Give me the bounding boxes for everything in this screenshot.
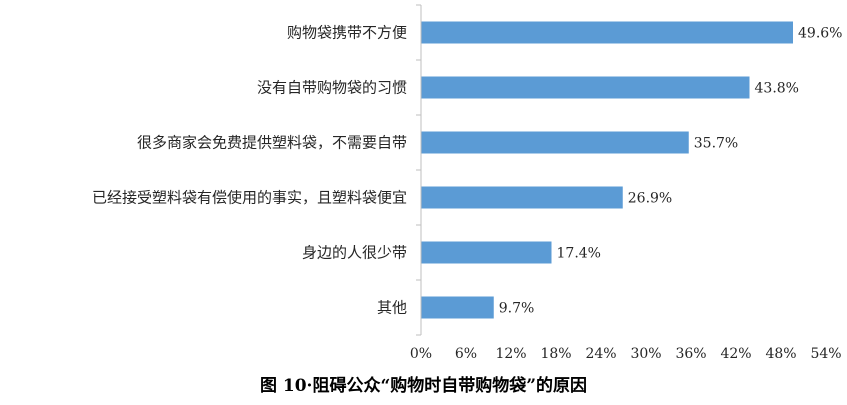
bar [421,21,793,44]
bar [421,296,494,319]
axes [416,4,422,336]
bar [421,186,623,209]
bar [421,131,689,154]
category-label: 身边的人很少带 [302,244,407,262]
x-tick-label: 12% [495,346,526,362]
x-tick-label: 30% [630,346,661,362]
x-tick-label: 36% [675,346,706,362]
category-label: 已经接受塑料袋有偿使用的事实，且塑料袋便宜 [92,189,407,207]
category-label: 购物袋携带不方便 [287,24,407,42]
category-label: 很多商家会免费提供塑料袋，不需要自带 [137,134,407,152]
data-label: 26.9% [628,191,672,207]
x-tick-labels: 0% 6% 12% 18% 24% 30% 36% 42% 48% 54% [410,346,842,362]
value-labels: 49.6% 43.8% 35.7% 26.9% 17.4% 9.7% [499,26,843,317]
data-label: 43.8% [755,81,799,97]
bar-chart: 购物袋携带不方便没有自带购物袋的习惯很多商家会免费提供塑料袋，不需要自带已经接受… [92,4,843,362]
category-label: 没有自带购物袋的习惯 [257,79,407,97]
data-label: 49.6% [798,26,842,42]
data-label: 35.7% [694,136,738,152]
x-tick-label: 24% [585,346,616,362]
x-tick-label: 48% [765,346,796,362]
bar [421,76,750,99]
data-label: 17.4% [557,246,601,262]
x-tick-label: 54% [810,346,841,362]
x-tick-label: 0% [410,346,432,362]
bar [421,241,552,264]
bars-group [421,21,793,319]
x-tick-label: 42% [720,346,751,362]
category-labels: 购物袋携带不方便没有自带购物袋的习惯很多商家会免费提供塑料袋，不需要自带已经接受… [92,24,407,317]
data-label: 9.7% [499,301,535,317]
x-tick-label: 18% [540,346,571,362]
category-label: 其他 [377,299,407,317]
figure-caption: 图 10·阻碍公众“购物时自带购物袋”的原因 [259,376,588,396]
x-tick-label: 6% [455,346,477,362]
